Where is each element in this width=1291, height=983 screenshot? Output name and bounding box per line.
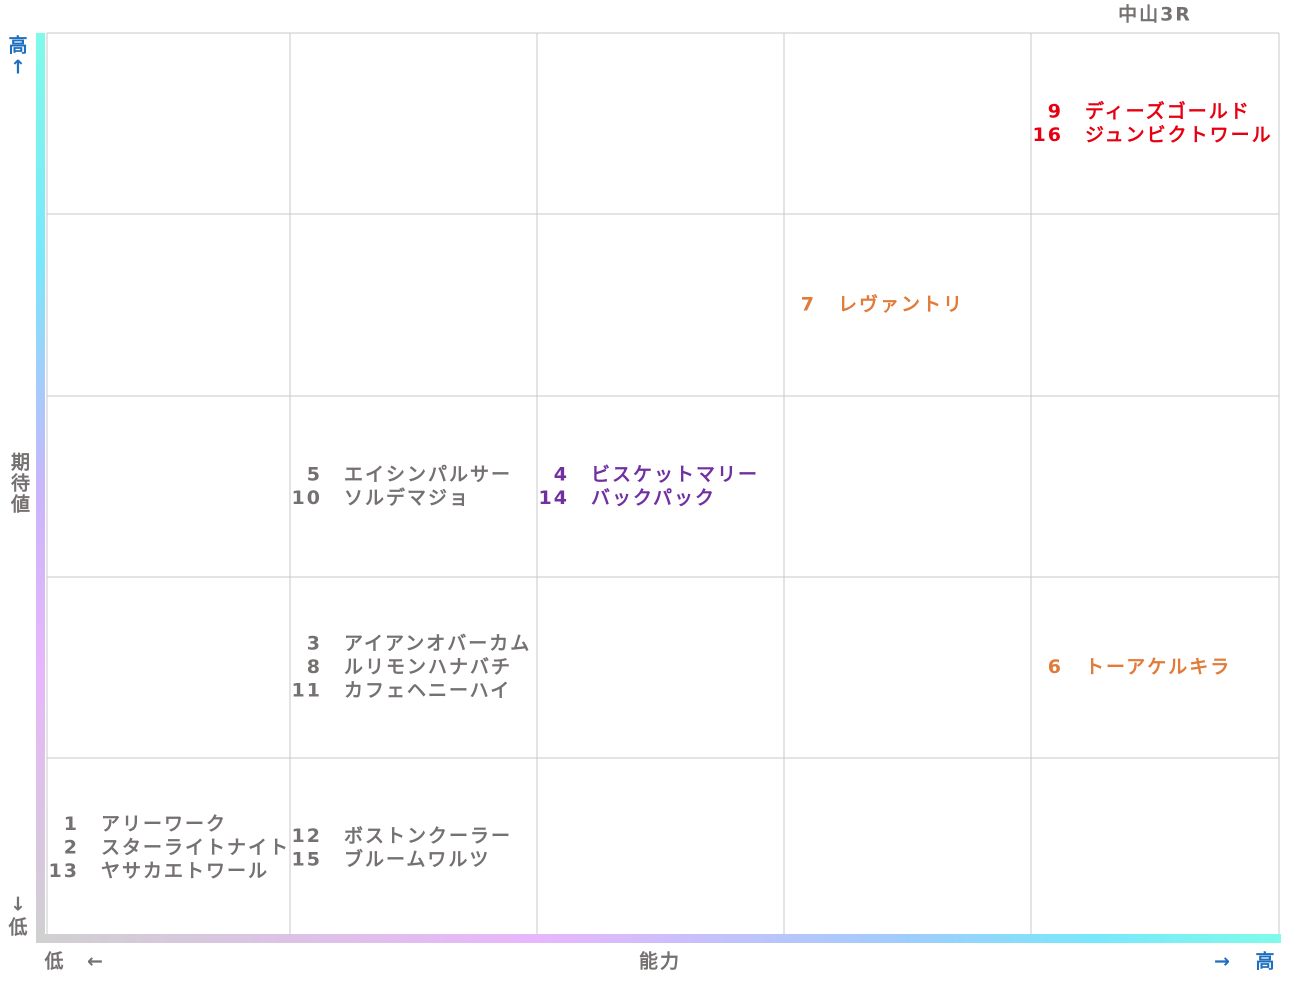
- x-low-arrow: ←: [87, 951, 105, 973]
- entry-number: 3: [307, 633, 322, 655]
- entry-number: 7: [801, 294, 816, 316]
- entry-name: アリーワーク: [101, 813, 227, 835]
- entry-name: スターライトナイト: [101, 837, 290, 859]
- y-high: 高: [8, 34, 29, 57]
- entry-name: ビスケットマリー: [591, 463, 759, 485]
- entry-number: 1: [64, 813, 79, 835]
- entry-number: 4: [554, 463, 569, 485]
- entry-name: アイアンオバーカム: [344, 633, 531, 655]
- grid-lines: [46, 32, 1280, 939]
- entry-name: トーアケルキラ: [1085, 656, 1231, 678]
- x-high-arrow: →: [1214, 951, 1232, 973]
- x-axis-bar: [36, 934, 1281, 943]
- entry-number: 2: [64, 837, 79, 859]
- entry-number: 10: [292, 487, 322, 509]
- entry-name: レヴァントリ: [838, 293, 964, 316]
- y-high-arrow: ↑: [10, 57, 28, 79]
- entry-name: エイシンパルサー: [344, 463, 512, 485]
- y-low-arrow: ↓: [10, 894, 28, 916]
- entry-name: ジュンビクトワール: [1085, 124, 1273, 146]
- entry-name: バックパック: [591, 487, 716, 509]
- entry-number: 16: [1033, 124, 1063, 146]
- y-low: 低: [7, 916, 29, 939]
- title: 中山3R: [1118, 3, 1192, 26]
- entry-name: ボストンクーラー: [344, 825, 512, 847]
- entry-name: カフェヘニーハイ: [344, 680, 511, 702]
- x-label: 能力: [639, 950, 681, 973]
- entry-name: ディーズゴールド: [1085, 99, 1251, 122]
- entry-name: ヤサカエトワール: [101, 860, 269, 882]
- y-label: 期待値: [8, 452, 31, 515]
- entry-name: ソルデマジョ: [344, 486, 470, 509]
- y-axis-bar: [36, 33, 45, 943]
- entry-number: 14: [539, 487, 569, 509]
- entry-number: 12: [292, 825, 322, 847]
- entry-number: 9: [1048, 100, 1063, 122]
- entry-number: 5: [307, 463, 322, 485]
- entry-number: 8: [307, 656, 322, 678]
- entry-number: 15: [292, 848, 322, 870]
- entry-number: 11: [292, 680, 322, 702]
- entry-number: 6: [1048, 656, 1063, 678]
- x-low: 低: [43, 950, 65, 973]
- x-high: 高: [1255, 950, 1276, 973]
- entry-name: ブルームワルツ: [344, 847, 490, 870]
- entry-name: ルリモンハナバチ: [344, 656, 512, 678]
- entry-number: 13: [49, 860, 79, 882]
